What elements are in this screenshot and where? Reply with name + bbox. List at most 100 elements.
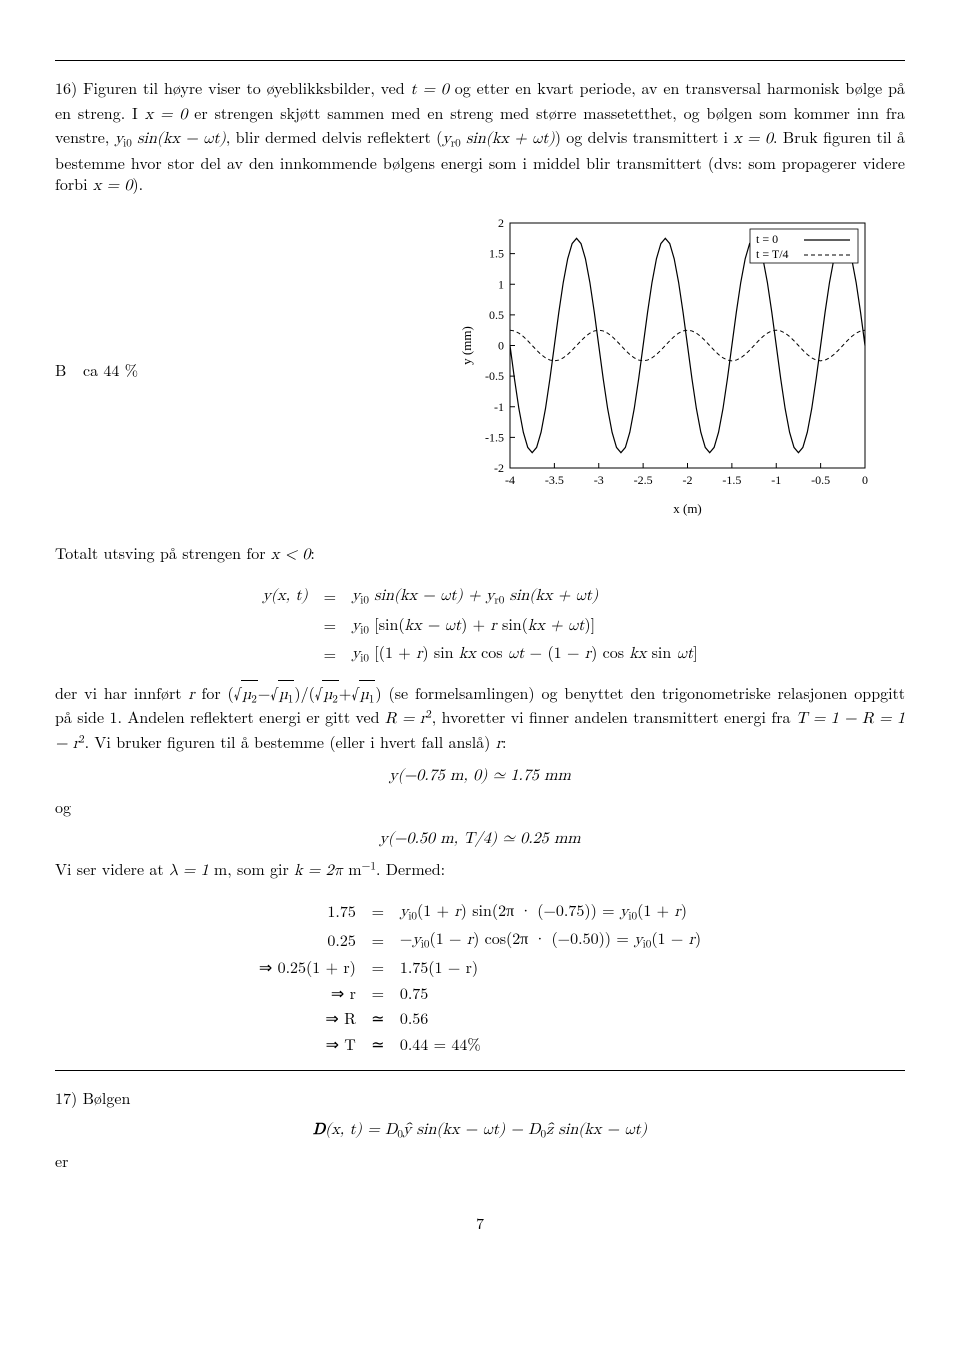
text: . Vi bruker figuren til å bestemme (elle… <box>85 730 496 753</box>
mu: µ <box>242 687 251 703</box>
eq-y2-text: y(−0.50 m, T/4) ≃ 0.25 mm <box>379 831 580 847</box>
sol-l6-r: 0.44 = 44% <box>394 1031 707 1057</box>
top-rule <box>55 60 905 61</box>
x-eq-0: x = 0 <box>93 178 133 194</box>
svg-text:-2.5: -2.5 <box>634 473 653 487</box>
svg-text:t = 0: t = 0 <box>756 232 778 246</box>
q16-text: , blir dermed delvis reflektert ( <box>226 125 442 148</box>
svg-text:-1: -1 <box>771 473 781 487</box>
eq-y1-text: y(−0.75 m, 0) ≃ 1.75 mm <box>389 768 571 784</box>
answer-letter: B <box>55 359 83 381</box>
wave-chart-svg: -2 -1.5 -1 -0.5 0 0.5 1 1.5 2 -4 -3.5 -3 -2.5 -2 -1.5 -… <box>455 213 875 523</box>
sol-l5-l: ⇒ R <box>253 1005 362 1031</box>
mu-sub: 2 <box>332 690 338 706</box>
t-eq-0: t = 0 <box>411 82 449 98</box>
mu: µ <box>360 687 369 703</box>
mid-rule <box>55 1070 905 1071</box>
mu-sub: 1 <box>369 690 375 706</box>
text: . Dermed: <box>376 857 445 880</box>
solution-block: 1.75=yi0(1 + r) sin(2π · (−0.75)) = yi0(… <box>55 897 905 1057</box>
below-chart-intro: Totalt utsving på strengen for x < 0: <box>55 542 905 567</box>
page-number: 7 <box>55 1212 905 1234</box>
sol-l1-l: 1.75 <box>253 897 362 926</box>
svg-text:0: 0 <box>498 338 504 352</box>
svg-text:-2: -2 <box>494 461 504 475</box>
q16-para2: der vi har innført r for (µ2−µ1)/(µ2+µ1)… <box>55 682 905 756</box>
approx: ≃ <box>362 1031 394 1057</box>
y-sub: i0 <box>123 139 132 150</box>
approx: ≃ <box>362 1005 394 1031</box>
answer-text: ca 44 % <box>83 359 138 381</box>
plus: + <box>339 681 351 704</box>
q16-para3: Vi ser videre at λ = 1 m, som gir k = 2π… <box>55 858 905 883</box>
sol-l4-r: 0.75 <box>394 980 707 1006</box>
m-unit: m <box>343 857 362 880</box>
q16-text: Figuren til høyre viser to øyeblikksbild… <box>83 76 410 99</box>
sol-l2-l: 0.25 <box>253 925 362 954</box>
svg-text:t = T/4: t = T/4 <box>756 247 789 261</box>
eq-lhs: y(x, t) <box>262 588 307 604</box>
svg-text:2: 2 <box>498 216 504 230</box>
slash: )/( <box>294 681 314 704</box>
text: der vi har innført <box>55 681 188 704</box>
svg-text:1: 1 <box>498 277 504 291</box>
R-eq: R = r <box>385 711 426 727</box>
colon: : <box>502 730 506 753</box>
svg-text:-3: -3 <box>594 473 604 487</box>
intro-text: Totalt utsving på strengen for <box>55 541 271 564</box>
answer-row: B ca 44 % -2-1.5-1-0.500.511.52-4-3.5-3-… <box>55 213 905 528</box>
colon: : <box>310 541 314 564</box>
sin-term: sin(kx − ωt) <box>132 131 226 147</box>
q16-paragraph: 16) Figuren til høyre viser to øyeblikks… <box>55 77 905 198</box>
q16-text: ). <box>132 172 143 195</box>
m-inv: −1 <box>362 858 376 874</box>
eq-block-1: y(x, t) = yi0 sin(kx − ωt) + yr0 sin(kx … <box>55 581 905 668</box>
text: for ( <box>195 681 234 704</box>
x-eq-0: x = 0 <box>733 131 773 147</box>
q17-number: 17) <box>55 1086 83 1109</box>
y-sym: y <box>442 131 450 147</box>
svg-text:-0.5: -0.5 <box>811 473 830 487</box>
svg-text:-1.5: -1.5 <box>485 430 504 444</box>
sol-l4-l: ⇒ r <box>253 980 362 1006</box>
sol-l6-l: ⇒ T <box>253 1031 362 1057</box>
svg-text:-3.5: -3.5 <box>545 473 564 487</box>
q17-line: 17) Bølgen <box>55 1087 905 1109</box>
lambda: λ = 1 <box>169 863 209 879</box>
sol-l5-r: 0.56 <box>394 1005 707 1031</box>
svg-text:x (m): x (m) <box>673 501 702 516</box>
svg-text:-2: -2 <box>683 473 693 487</box>
og-text: og <box>55 796 905 818</box>
y-sym: y <box>115 131 123 147</box>
mu-sub: 2 <box>251 690 257 706</box>
sin-term: sin(kx + ωt) <box>461 131 555 147</box>
svg-text:-0.5: -0.5 <box>485 369 504 383</box>
text: Vi ser videre at <box>55 857 169 880</box>
q17-word: Bølgen <box>83 1086 131 1109</box>
x-eq-0: x = 0 <box>145 107 188 123</box>
sol-l3-r: 1.75(1 − r) <box>394 954 707 980</box>
svg-text:0.5: 0.5 <box>489 308 504 322</box>
eq-y1: y(−0.75 m, 0) ≃ 1.75 mm <box>55 763 905 788</box>
q17-er: er <box>55 1150 905 1172</box>
svg-text:0: 0 <box>862 473 868 487</box>
svg-text:1.5: 1.5 <box>489 246 504 260</box>
mu: µ <box>279 687 288 703</box>
k-eq: k = 2π <box>294 863 343 879</box>
x-lt-0: x < 0 <box>271 547 311 563</box>
svg-text:-1: -1 <box>494 400 504 414</box>
mu: µ <box>323 687 332 703</box>
svg-text:-1.5: -1.5 <box>722 473 741 487</box>
eq-y2: y(−0.50 m, T/4) ≃ 0.25 mm <box>55 826 905 851</box>
svg-text:y (mm): y (mm) <box>459 326 474 365</box>
q16-text: ) og delvis transmittert i <box>555 125 734 148</box>
text: , hvoretter vi finner andelen transmitte… <box>432 705 796 728</box>
svg-text:-4: -4 <box>505 473 515 487</box>
text: m, som gir <box>209 857 294 880</box>
sol-l3-l: ⇒ 0.25(1 + r) <box>253 954 362 980</box>
minus: − <box>258 681 270 704</box>
wave-chart: -2 -1.5 -1 -0.5 0 0.5 1 1.5 2 -4 -3.5 -3 -2.5 -2 -1.5 -… <box>455 213 875 528</box>
y-sub: r0 <box>451 139 461 150</box>
q17-eq: D(x, t) = D0ŷ sin(kx − ωt) − D0ẑ sin(kx … <box>55 1117 905 1142</box>
q16-number: 16) <box>55 76 83 99</box>
